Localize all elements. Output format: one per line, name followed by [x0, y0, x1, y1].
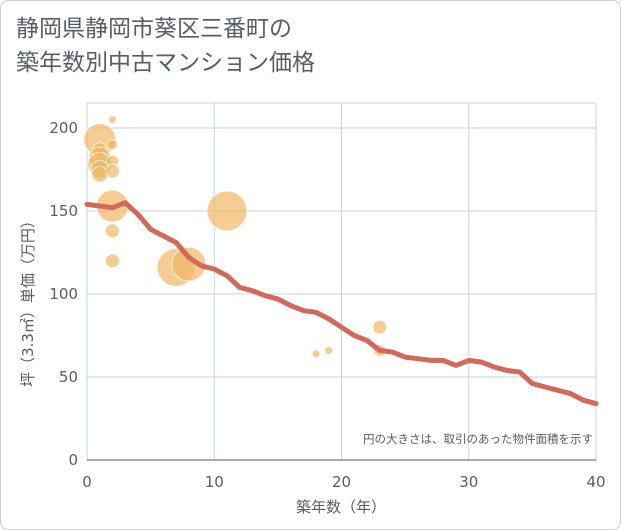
y-tick-label: 50 [59, 368, 78, 386]
y-axis-label: 坪（3.3㎡）単価（万円） [19, 213, 37, 387]
y-tick-label: 100 [49, 285, 78, 303]
axis-layer: 0 10 20 30 40 0 50 100 150 200 [49, 119, 605, 491]
y-tick-label: 150 [49, 202, 78, 220]
x-axis-label: 築年数（年） [296, 498, 386, 516]
chart-title: 静岡県静岡市葵区三番町の 築年数別中古マンション価格 [16, 12, 315, 80]
data-bubble [104, 253, 120, 269]
data-bubble [106, 139, 118, 151]
x-tick-label: 20 [332, 473, 351, 491]
y-tick-label: 0 [68, 451, 78, 469]
bubble-layer [83, 115, 388, 359]
title-line-2: 築年数別中古マンション価格 [16, 50, 315, 76]
x-tick-label: 0 [82, 473, 92, 491]
data-bubble [324, 345, 334, 355]
trend-line [84, 200, 599, 407]
line-layer [84, 200, 599, 407]
x-tick-label: 30 [459, 473, 478, 491]
grid-layer [87, 103, 596, 460]
size-note: 円の大きさは、取引のあった物件面積を示す [363, 432, 593, 446]
data-bubble [104, 163, 120, 179]
data-bubble [171, 246, 207, 282]
y-tick-label: 200 [49, 119, 78, 137]
data-bubble [311, 349, 321, 359]
data-bubble [206, 190, 248, 232]
data-bubble [104, 223, 120, 239]
data-bubble [372, 319, 388, 335]
x-tick-label: 10 [205, 473, 224, 491]
title-line-1: 静岡県静岡市葵区三番町の [16, 16, 292, 42]
x-tick-label: 40 [586, 473, 605, 491]
data-bubble [107, 115, 117, 125]
